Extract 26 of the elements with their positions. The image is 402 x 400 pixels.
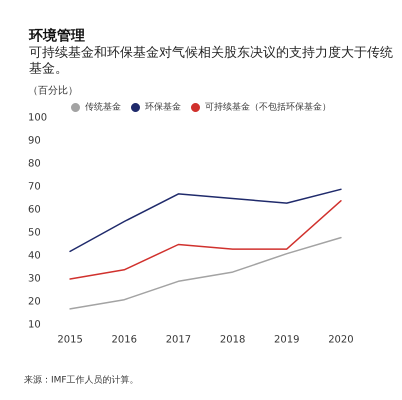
line-series bbox=[69, 200, 342, 280]
y-tick-label: 20 bbox=[28, 296, 41, 308]
x-tick-label: 2020 bbox=[328, 334, 354, 346]
legend-label: 可持续基金（不包括环保基金） bbox=[205, 102, 331, 112]
y-tick-label: 70 bbox=[28, 182, 41, 192]
y-tick-label: 90 bbox=[28, 136, 41, 146]
y-tick-label: 50 bbox=[28, 228, 41, 238]
x-tick-label: 2016 bbox=[112, 334, 137, 346]
chart-subtitle: 可持续基金和环保基金对气候相关股东决议的支持力度大于传统基金。 bbox=[29, 44, 393, 76]
chart-title: 环境管理 bbox=[28, 27, 85, 44]
y-tick-label: 30 bbox=[28, 274, 41, 284]
y-tick-label: 80 bbox=[28, 158, 41, 170]
x-tick-label: 2015 bbox=[57, 334, 83, 346]
x-tick-label: 2018 bbox=[220, 334, 246, 346]
source-note: 来源：IMF工作人员的计算。 bbox=[24, 374, 139, 386]
y-tick-label: 60 bbox=[28, 204, 41, 216]
x-tick-label: 2017 bbox=[166, 334, 192, 346]
y-tick-label: 40 bbox=[28, 250, 41, 262]
line-series bbox=[69, 188, 342, 252]
line-series bbox=[69, 236, 342, 310]
y-axis-title: （百分比） bbox=[28, 84, 78, 96]
y-tick-label: 10 bbox=[28, 320, 41, 330]
x-tick-label: 2019 bbox=[274, 334, 300, 346]
legend-label: 环保基金 bbox=[145, 102, 181, 112]
legend-label: 传统基金 bbox=[85, 102, 121, 112]
y-tick-label: 100 bbox=[28, 112, 48, 124]
